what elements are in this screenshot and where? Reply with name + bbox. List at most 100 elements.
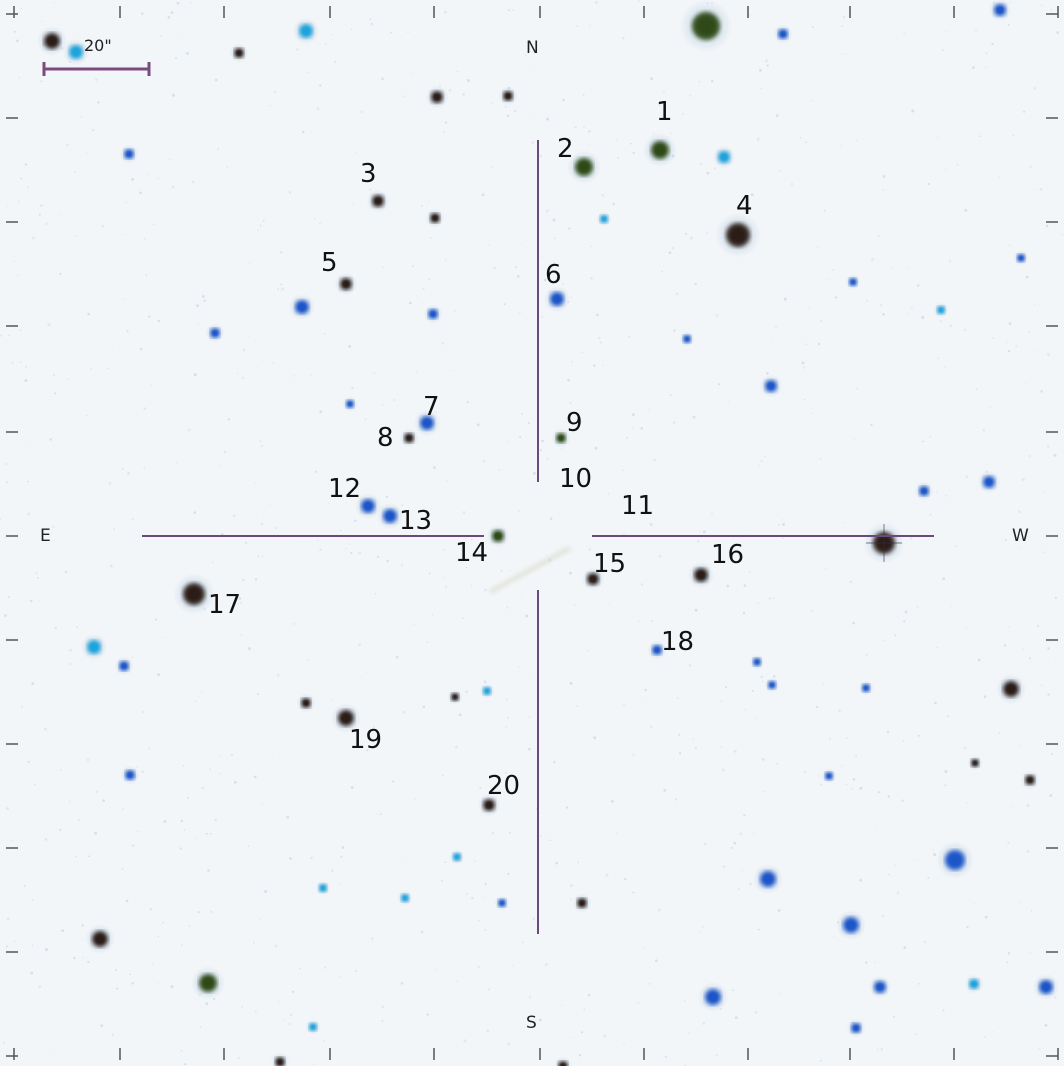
star [551, 428, 571, 448]
star [477, 793, 501, 817]
star [914, 481, 934, 501]
star [821, 768, 837, 784]
star [936, 841, 974, 879]
star [642, 132, 678, 168]
star [292, 17, 320, 45]
star [712, 145, 736, 169]
star [498, 86, 518, 106]
star [296, 693, 316, 713]
star [479, 683, 495, 699]
image-frame [6, 6, 1059, 1060]
star [679, 0, 733, 53]
star [114, 656, 134, 676]
star [977, 470, 1001, 494]
star [581, 567, 605, 591]
star [566, 149, 602, 185]
source-label-15: 15 [593, 549, 627, 579]
star [423, 304, 443, 324]
east-label: E [40, 526, 51, 546]
star [543, 285, 571, 313]
star [342, 396, 358, 412]
star [84, 923, 116, 955]
star [425, 85, 449, 109]
star [647, 640, 667, 660]
source-label-20: 20 [487, 771, 521, 801]
source-label-10: 10 [559, 464, 593, 494]
star [229, 43, 249, 63]
star [835, 909, 867, 941]
star [687, 561, 715, 589]
north-label: N [526, 38, 539, 58]
source-label-14: 14 [455, 538, 489, 568]
source-label-13: 13 [399, 506, 433, 536]
star [334, 272, 358, 296]
source-label-8: 8 [377, 423, 394, 453]
star [596, 211, 612, 227]
star [205, 323, 225, 343]
star [1020, 770, 1040, 790]
star [967, 755, 983, 771]
source-label-5: 5 [321, 248, 338, 278]
star [413, 409, 441, 437]
star [270, 1052, 290, 1066]
star [759, 374, 783, 398]
source-label-16: 16 [711, 540, 745, 570]
star [119, 144, 139, 164]
star [1013, 250, 1029, 266]
source-label-11: 11 [621, 491, 655, 521]
faint-streak [488, 545, 572, 595]
star [846, 1018, 866, 1038]
star [354, 492, 382, 520]
star [366, 189, 390, 213]
star [679, 331, 695, 347]
star [173, 573, 215, 615]
star [773, 24, 793, 44]
star [553, 1056, 573, 1066]
south-label: S [526, 1013, 537, 1033]
star [494, 895, 510, 911]
source-label-18: 18 [661, 627, 695, 657]
star [449, 849, 465, 865]
source-label-6: 6 [545, 260, 562, 290]
source-label-4: 4 [736, 191, 753, 221]
star [315, 880, 331, 896]
star [988, 0, 1012, 22]
star [120, 765, 140, 785]
source-label-12: 12 [328, 474, 362, 504]
star [330, 702, 362, 734]
star [399, 428, 419, 448]
star [572, 893, 592, 913]
star [752, 863, 784, 895]
source-label-3: 3 [360, 159, 377, 189]
star [715, 212, 761, 258]
star [397, 890, 413, 906]
star [1032, 973, 1060, 1001]
source-label-2: 2 [557, 134, 574, 164]
crosshair [142, 140, 934, 934]
star [995, 673, 1027, 705]
star [764, 677, 780, 693]
scale-bar [42, 62, 151, 76]
star [288, 293, 316, 321]
source-label-17: 17 [208, 590, 242, 620]
source-label-1: 1 [656, 97, 673, 127]
star [749, 654, 765, 670]
star [376, 502, 404, 530]
star [964, 974, 984, 994]
source-label-19: 19 [349, 725, 383, 755]
source-label-9: 9 [566, 408, 583, 438]
star [845, 274, 861, 290]
star [697, 981, 729, 1013]
star [486, 524, 510, 548]
source-label-7: 7 [423, 392, 440, 422]
star-field [36, 0, 1060, 1066]
star [868, 975, 892, 999]
star [190, 965, 226, 1001]
star [80, 633, 108, 661]
star [62, 38, 90, 66]
star-spikes [866, 524, 902, 562]
star [36, 25, 68, 57]
